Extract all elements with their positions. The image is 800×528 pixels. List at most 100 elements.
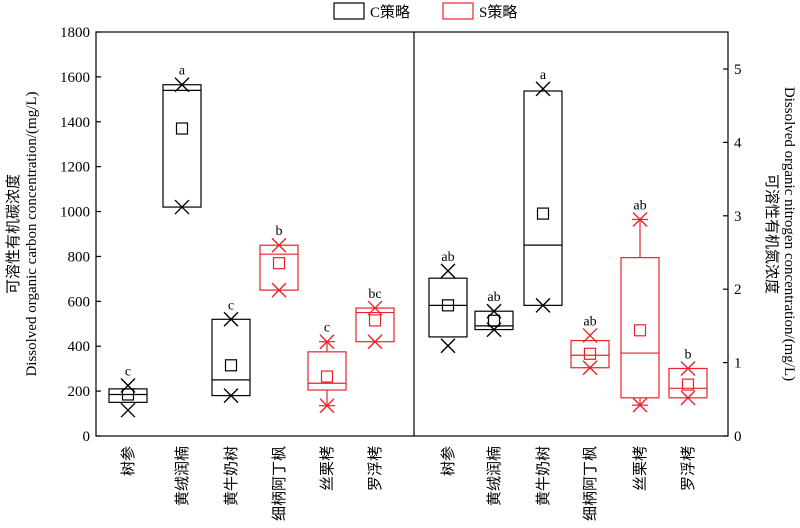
right-tick-label: 5 [734, 62, 742, 78]
mean-marker [175, 122, 189, 135]
nitrogen-box-6: b [668, 347, 708, 406]
carbon-category-label: 黄牛奶树 [223, 446, 240, 506]
left-tick-label: 1400 [60, 115, 90, 131]
carbon-category-label: 细柄阿丁枫 [271, 446, 288, 521]
right-tick-label: 4 [734, 135, 742, 151]
significance-letter: bc [368, 287, 381, 302]
min-marker [440, 338, 456, 354]
significance-letter: c [228, 298, 234, 313]
left-axis-title-cn: 可溶性有机碳浓度 [5, 174, 22, 294]
legend-swatch-c [333, 2, 365, 20]
box-body [570, 339, 610, 369]
nitrogen-box-3: a [523, 68, 563, 313]
mean-marker [583, 347, 597, 360]
right-axis-ticks: 0 1 2 3 4 5 [723, 62, 742, 445]
min-marker [271, 282, 287, 298]
max-marker [440, 263, 456, 279]
box-body [428, 277, 468, 338]
left-axis-ticks: 0 200 400 600 800 1000 1200 1400 1600 1800 [60, 25, 101, 445]
significance-letter: a [179, 64, 186, 79]
right-tick-label: 0 [734, 429, 742, 445]
carbon-category-label: 树参 [120, 446, 137, 476]
mean-marker [368, 314, 382, 327]
min-marker [120, 402, 136, 418]
max-marker [174, 77, 190, 93]
mean-marker [272, 257, 286, 270]
mean-marker [441, 299, 455, 312]
nitrogen-category-label: 罗浮栲 [680, 446, 697, 491]
left-tick-label: 400 [68, 339, 91, 355]
max-marker [535, 81, 551, 97]
right-tick-label: 3 [734, 209, 742, 225]
nitrogen-category-label: 丝栗栲 [632, 446, 649, 491]
legend-swatch-s [442, 2, 474, 20]
nitrogen-category-label: 细柄阿丁枫 [582, 446, 599, 521]
max-marker [319, 334, 335, 350]
plot-frame [95, 31, 729, 437]
mean-marker [224, 359, 238, 372]
right-axis-title-en: Dissolved organic nitrogen concentration… [781, 87, 797, 381]
min-marker [582, 360, 598, 376]
carbon-box-4: b [259, 224, 299, 298]
max-marker [680, 360, 696, 376]
left-tick-label: 0 [83, 429, 91, 445]
left-tick-label: 600 [68, 294, 91, 310]
min-marker [367, 334, 383, 350]
significance-letter: ab [583, 314, 596, 329]
significance-letter: a [540, 68, 547, 83]
box-body [523, 90, 563, 306]
mean-marker [633, 324, 647, 337]
box-body [668, 367, 708, 399]
min-marker [223, 388, 239, 404]
nitrogen-category-label: 黄牛奶树 [535, 446, 552, 506]
mean-marker [320, 370, 334, 383]
box-body [259, 244, 299, 291]
mean-marker [121, 388, 135, 401]
carbon-box-5: c [307, 321, 347, 414]
min-marker [535, 297, 551, 313]
significance-letter: ab [441, 250, 454, 265]
left-tick-label: 1200 [60, 160, 90, 176]
significance-letter: c [324, 321, 330, 336]
left-tick-label: 800 [68, 249, 91, 265]
left-tick-label: 1800 [60, 25, 90, 41]
legend: C策略 S策略 [333, 2, 517, 21]
left-tick-label: 1600 [60, 70, 90, 86]
mean-marker [536, 207, 550, 220]
right-axis-title-cn: 可溶性有机氮浓度 [763, 174, 780, 294]
max-marker [632, 211, 648, 227]
carbon-box-6: bc [355, 287, 395, 350]
box-body [620, 257, 660, 399]
mean-marker [487, 314, 501, 327]
nitrogen-box-4: ab [570, 314, 610, 376]
carbon-box-3: c [211, 298, 251, 404]
mean-marker [681, 378, 695, 391]
significance-letter: c [125, 365, 131, 380]
max-marker [271, 237, 287, 253]
box-body [211, 318, 251, 397]
nitrogen-box-1: ab [428, 250, 468, 354]
left-tick-label: 200 [68, 384, 91, 400]
box-body [162, 84, 202, 208]
left-axis-title-en: Dissolved organic carbon concentration/(… [24, 91, 40, 376]
carbon-category-label: 丝栗栲 [319, 446, 336, 491]
carbon-box-1: c [108, 365, 148, 418]
min-marker [319, 398, 335, 414]
max-marker [486, 303, 502, 319]
carbon-category-label: 黄绒润楠 [174, 446, 191, 506]
significance-letter: b [276, 224, 283, 239]
carbon-box-2: a [162, 64, 202, 215]
max-marker [582, 327, 598, 343]
max-marker [367, 300, 383, 316]
legend-label-s: S策略 [479, 4, 517, 21]
min-marker [632, 397, 648, 413]
min-marker [486, 322, 502, 338]
significance-letter: ab [633, 198, 646, 213]
legend-label-c: C策略 [370, 4, 410, 21]
left-tick-label: 1000 [60, 205, 90, 221]
nitrogen-category-label: 黄绒润楠 [486, 446, 503, 506]
significance-letter: ab [487, 290, 500, 305]
nitrogen-category-label: 树参 [440, 446, 457, 476]
